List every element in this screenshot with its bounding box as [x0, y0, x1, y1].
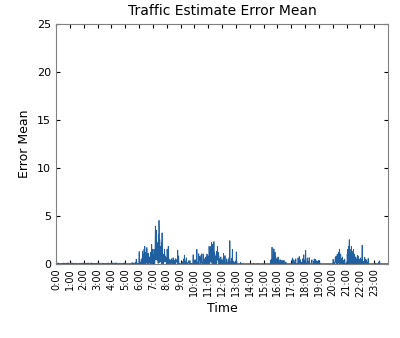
Y-axis label: Error Mean: Error Mean [18, 110, 32, 178]
X-axis label: Time: Time [207, 302, 237, 315]
Title: Traffic Estimate Error Mean: Traffic Estimate Error Mean [128, 4, 316, 18]
